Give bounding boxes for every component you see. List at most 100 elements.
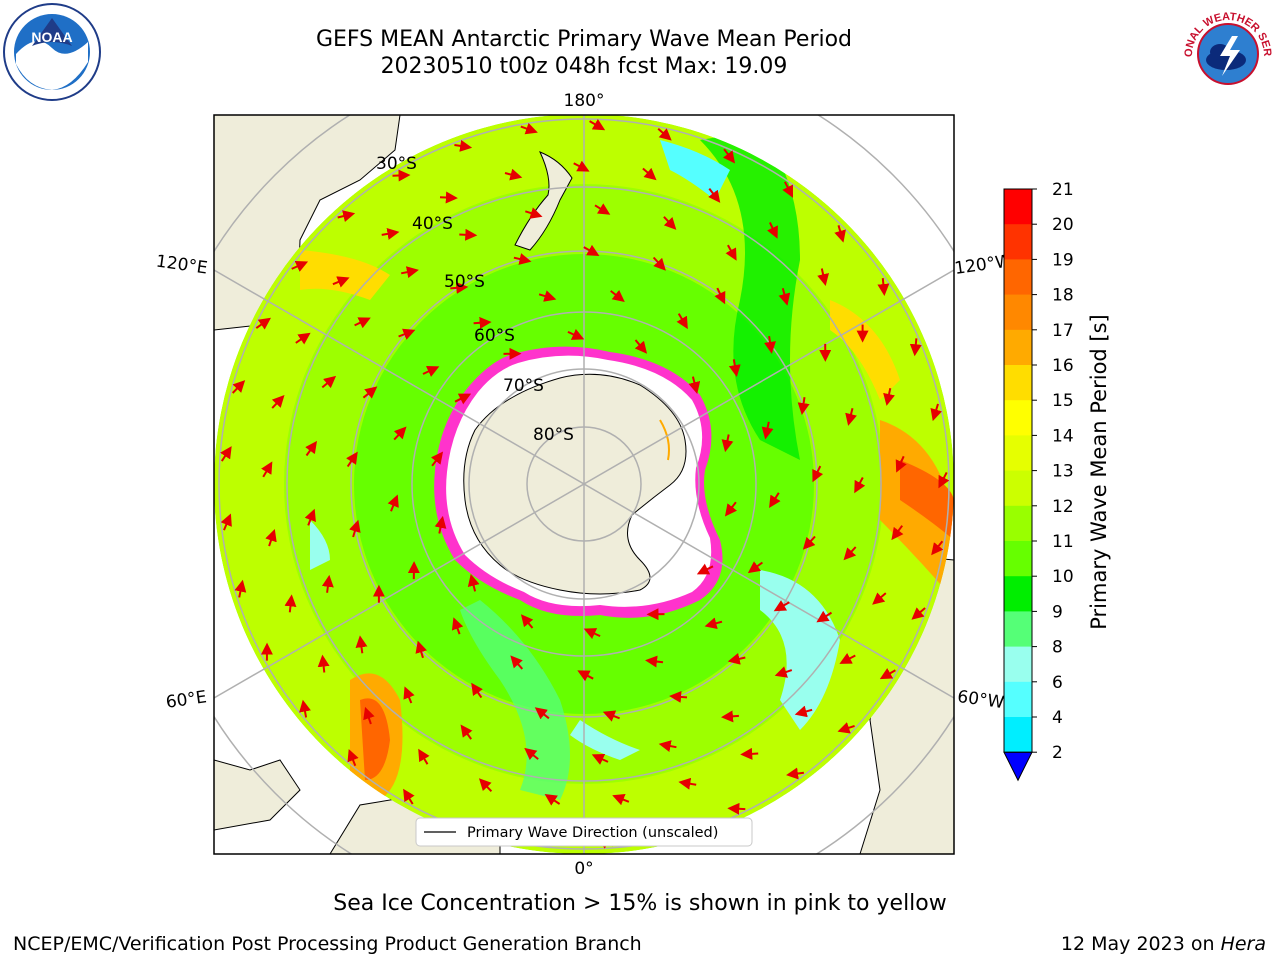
wave-arrow bbox=[573, 160, 590, 172]
wave-arrow bbox=[708, 187, 721, 203]
wave-arrow bbox=[610, 289, 625, 303]
graticule bbox=[214, 115, 954, 854]
colorbar-swatch bbox=[1004, 611, 1032, 648]
wave-arrow bbox=[401, 266, 419, 279]
wave-arrow bbox=[271, 395, 285, 409]
wave-arrow bbox=[362, 386, 378, 399]
wave-arrow bbox=[740, 747, 759, 760]
wave-arrow bbox=[524, 747, 539, 761]
colorbar-tick-label: 20 bbox=[1052, 215, 1074, 235]
wave-arrow bbox=[291, 260, 309, 272]
wave-arrow bbox=[872, 592, 887, 605]
colorbar-tick-label: 18 bbox=[1052, 286, 1074, 306]
wave-arrow bbox=[430, 451, 444, 467]
wave-arrow bbox=[451, 617, 464, 635]
wave-arrow bbox=[393, 426, 407, 441]
wave-arrow bbox=[589, 118, 606, 131]
colorbar-tick-label: 9 bbox=[1052, 602, 1063, 622]
wave-arrow bbox=[471, 682, 483, 699]
colorbar-tick-label: 4 bbox=[1052, 708, 1063, 728]
colorbar-swatch bbox=[1004, 224, 1032, 260]
wave-direction-arrows bbox=[220, 118, 950, 849]
wave-arrow bbox=[450, 281, 469, 294]
colorbar-extend-triangle bbox=[1003, 751, 1033, 782]
wave-arrow bbox=[520, 614, 534, 629]
wave-arrow bbox=[321, 574, 334, 593]
wave-arrow bbox=[478, 778, 493, 792]
wave-arrow bbox=[834, 225, 846, 243]
wave-arrow bbox=[724, 501, 738, 517]
colorbar-swatch bbox=[1004, 541, 1032, 577]
wave-arrow bbox=[786, 767, 805, 780]
lat-label-80s: 80°S bbox=[533, 425, 574, 445]
wave-arrow bbox=[510, 655, 524, 670]
map-title: GEFS MEAN Antarctic Primary Wave Mean Pe… bbox=[315, 27, 853, 52]
wave-arrow bbox=[534, 707, 550, 720]
wave-arrow bbox=[265, 529, 277, 547]
wave-arrow bbox=[891, 525, 904, 541]
colorbar-swatch bbox=[1004, 259, 1032, 296]
lat-label-30s: 30°S bbox=[376, 154, 417, 174]
lon-label-60w: 60°W bbox=[956, 687, 1005, 713]
wave-arrow bbox=[909, 338, 922, 357]
date-prefix: 12 May 2023 on bbox=[1060, 933, 1215, 955]
wave-arrow bbox=[261, 461, 273, 478]
wave-arrow bbox=[769, 492, 781, 508]
wave-arrow bbox=[722, 148, 736, 164]
wave-arrow bbox=[381, 227, 400, 240]
wave-arrow bbox=[234, 579, 247, 598]
map-subtitle: 20230510 t00z 048h fcst Max: 19.09 bbox=[380, 54, 788, 79]
wave-arrow bbox=[727, 802, 746, 815]
wave-arrow bbox=[363, 706, 375, 725]
wave-arrow bbox=[747, 561, 763, 574]
wave-arrow bbox=[911, 607, 926, 620]
wave-arrow bbox=[403, 686, 415, 704]
wave-arrow bbox=[439, 191, 458, 204]
wave-arrow bbox=[657, 128, 672, 141]
date-text: 12 May 2023 on Hera bbox=[1061, 933, 1266, 955]
map-area: 30°S 40°S 50°S 60°S 70°S 80°S Primary Wa… bbox=[214, 115, 954, 854]
antarctica bbox=[434, 346, 723, 618]
colorbar-swatch bbox=[1004, 717, 1032, 753]
wave-arrow bbox=[220, 446, 232, 462]
wave-arrow bbox=[721, 434, 734, 453]
wave-arrow bbox=[877, 278, 890, 296]
wave-arrow bbox=[304, 508, 316, 526]
wave-arrow bbox=[467, 573, 480, 592]
noaa-logo-text: NOAA bbox=[31, 29, 72, 45]
colorbar-swatch bbox=[1004, 646, 1032, 683]
wave-arrow bbox=[714, 287, 726, 305]
wave-arrow bbox=[434, 515, 447, 534]
wave-arrow bbox=[415, 640, 427, 659]
wave-arrow bbox=[843, 546, 857, 561]
wave-arrow bbox=[583, 628, 601, 640]
wave-arrow bbox=[797, 397, 810, 416]
colorbar-tick-label: 14 bbox=[1052, 426, 1074, 446]
wave-arrow bbox=[612, 794, 630, 806]
wave-arrow bbox=[583, 244, 600, 256]
wave-arrow bbox=[544, 793, 561, 806]
lat-label-70s: 70°S bbox=[503, 376, 544, 396]
wave-arrow bbox=[658, 740, 677, 752]
colorbar-tick-label: 17 bbox=[1052, 321, 1074, 341]
wave-arrow bbox=[816, 610, 833, 623]
wave-arrow bbox=[567, 328, 585, 340]
wave-arrow bbox=[347, 749, 359, 767]
colorbar: 21 20 19 18 17 16 15 14 13 12 11 10 9 8 6 4 2 bbox=[1003, 180, 1074, 782]
lon-label-0: 0° bbox=[574, 859, 593, 879]
wave-arrow bbox=[767, 221, 778, 239]
wave-arrow bbox=[504, 168, 523, 181]
wave-arrow bbox=[473, 316, 492, 329]
wave-arrow bbox=[802, 535, 816, 550]
new-zealand bbox=[514, 151, 573, 251]
lat-label-60s: 60°S bbox=[474, 326, 515, 346]
wave-arrow bbox=[321, 375, 337, 389]
wave-arrow bbox=[676, 313, 688, 330]
colorbar-tick-label: 16 bbox=[1052, 356, 1074, 376]
wave-arrow bbox=[883, 387, 895, 406]
wave-arrow bbox=[782, 181, 794, 198]
wave-arrow bbox=[255, 317, 272, 330]
map-legend: Primary Wave Direction (unscaled) bbox=[415, 817, 753, 847]
colorbar-tick-label: 21 bbox=[1052, 180, 1074, 200]
wave-arrow bbox=[761, 421, 774, 440]
